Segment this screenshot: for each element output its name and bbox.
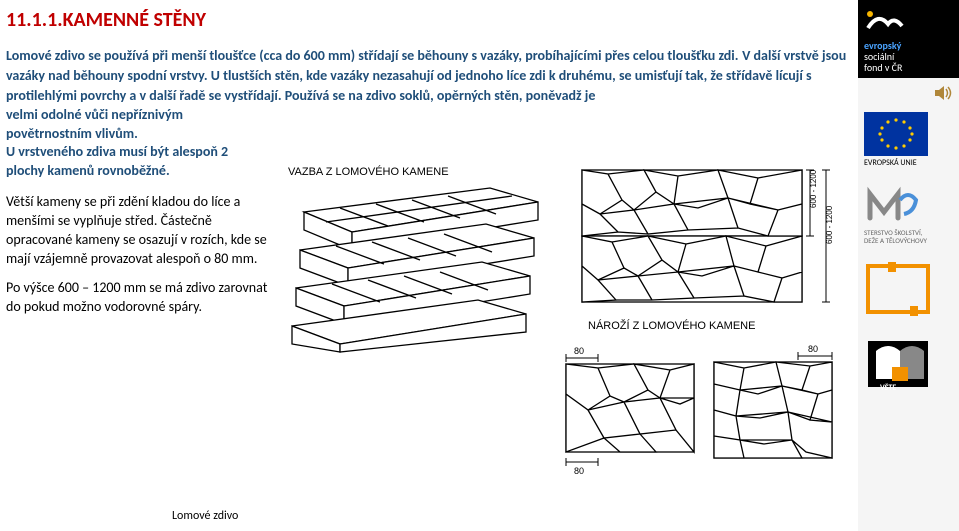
vste-logo: VŠTE — [864, 337, 959, 398]
dim-80-c: 80 — [574, 466, 584, 476]
para-3-blue: velmi odolné vůči nepříznivým povětrnost… — [6, 106, 268, 144]
para-6-black: Po výšce 600 – 1200 mm se má zdivo zarov… — [6, 279, 268, 317]
speaker-icon[interactable] — [933, 82, 955, 104]
diagram-label-vazba: VAZBA Z LOMOVÉHO KAMENE — [288, 166, 449, 178]
eu-flag: EVROPSKÁ UNIE — [864, 112, 959, 168]
diagram-area: VAZBA Z LOMOVÉHO KAMENE — [280, 170, 850, 490]
content-column: 11.1.1.KAMENNÉ STĚNY Lomové zdivo se pou… — [0, 0, 858, 531]
svg-text:VŠTE: VŠTE — [880, 383, 896, 393]
page-title: 11.1.1.KAMENNÉ STĚNY — [6, 8, 848, 32]
para-5-black: Větší kameny se při zdění kladou do líce… — [6, 193, 268, 269]
esf-logo: evropský sociální fond v ČR — [858, 0, 959, 78]
para-4-blue: U vrstveného zdiva musí být alespoň 2 pl… — [6, 143, 268, 181]
dim-v1: 600 - 1200 — [809, 169, 818, 208]
msmt-label-2: DEŽE A TĚLOVÝCHOVY — [864, 237, 959, 245]
msmt-logo: STERSTVO ŠKOLSTVÍ, DEŽE A TĚLOVÝCHOVY — [864, 184, 959, 244]
paragraph-body: Lomové zdivo se používá při menší tloušť… — [6, 46, 848, 106]
eu-label: EVROPSKÁ UNIE — [864, 158, 959, 168]
opvk-logo: 2007-13 — [864, 262, 959, 323]
dim-80-b: 80 — [808, 344, 818, 354]
diagram-corner-right: 80 — [710, 344, 840, 478]
diagram-plan-left: 80 80 — [560, 346, 704, 476]
dim-v2: 600 - 1200 — [825, 205, 834, 244]
para-1-blue: Lomové zdivo se používá při menší tloušť… — [6, 47, 738, 64]
diagram-label-narozi: NÁROŽÍ Z LOMOVÉHO KAMENE — [588, 320, 755, 332]
caption-lomove-zdivo: Lomové zdivo — [172, 509, 238, 523]
logos-sidebar: evropský sociální fond v ČR — [858, 0, 959, 531]
esf-label-3: fond v ČR — [864, 61, 902, 74]
svg-text:2007-13: 2007-13 — [924, 276, 932, 296]
dim-80-a: 80 — [574, 346, 584, 356]
page-root: 11.1.1.KAMENNÉ STĚNY Lomové zdivo se pou… — [0, 0, 959, 531]
diagram-wall-top: 600 - 1200 600 - 1200 — [578, 164, 838, 314]
diagram-vazba — [280, 184, 550, 354]
